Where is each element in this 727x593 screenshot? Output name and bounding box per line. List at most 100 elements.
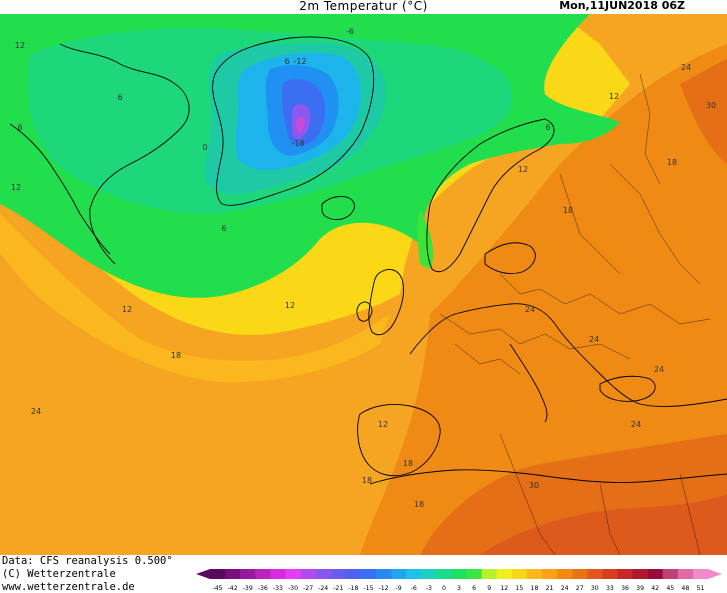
iceland-coast: [321, 196, 355, 220]
baltic-coast: [484, 242, 536, 275]
legend-tick-label: 33: [606, 585, 614, 592]
labrador-coast: [9, 123, 111, 255]
legend-color-swatch: [270, 569, 286, 579]
legend-tick-label: -3: [426, 585, 432, 592]
temperature-zone-minus21: [296, 116, 305, 133]
legend-color-swatch: [421, 569, 437, 579]
legend-tick-label: 0: [442, 585, 446, 592]
legend-color-swatch: [300, 569, 317, 579]
legend-min-arrow: [196, 569, 210, 579]
north-africa-coast: [369, 469, 727, 485]
legend-color-swatch: [526, 569, 543, 579]
website-link[interactable]: www.wetterzentrale.de: [2, 581, 135, 593]
temperature-zone-9: [417, 209, 434, 269]
temperature-zone-33: [480, 494, 727, 555]
contour-label: 30: [706, 101, 716, 110]
contour-label: 12: [285, 301, 295, 310]
legend-tick-label: -18: [348, 585, 358, 592]
legend-color-swatch: [240, 569, 256, 579]
legend-tick-label: -45: [212, 585, 222, 592]
legend-color-swatch: [466, 569, 483, 579]
contour-label: 12: [122, 305, 132, 314]
legend-tick-label: 18: [531, 585, 539, 592]
legend-color-swatch: [451, 569, 468, 579]
legend-color-swatch: [315, 569, 332, 579]
legend-max-arrow: [708, 569, 722, 579]
legend-color-swatch: [617, 569, 634, 579]
contour-label: -6: [346, 27, 354, 36]
legend-tick-label: 9: [487, 585, 491, 592]
legend-tick-label: -6: [411, 585, 417, 592]
legend-color-bar: [196, 569, 722, 579]
temperature-map: 12 -6 -12 6 6 6 0 -18 6 12 24 30 18 12 12 18 6 12 12 18 24 24…: [0, 14, 727, 555]
legend-color-swatch: [511, 569, 528, 579]
legend-tick-label: -30: [288, 585, 298, 592]
contour-label: 18: [414, 500, 424, 509]
legend-tick-label: 42: [651, 585, 659, 592]
contour-label: 12: [518, 165, 528, 174]
legend-color-swatch: [330, 569, 347, 579]
legend-color-swatch: [481, 569, 498, 579]
legend-tick-label: 24: [561, 585, 569, 592]
contour-label: 12: [15, 41, 25, 50]
legend-tick-label: -9: [396, 585, 402, 592]
coastlines: [9, 36, 727, 485]
map-title: 2m Temperatur (°C): [299, 0, 428, 13]
legend-color-swatch: [436, 569, 452, 579]
legend-tick-label: 27: [576, 585, 584, 592]
country-borders: [439, 73, 711, 555]
contour-label: 12: [11, 183, 21, 192]
black-sea-coast: [599, 375, 656, 402]
scandinavia-coast: [426, 118, 555, 273]
contour-label: 30: [529, 481, 539, 490]
contour-label: 18: [563, 206, 573, 215]
legend-color-swatch: [406, 569, 422, 579]
legend-color-swatch: [572, 569, 588, 579]
continental-europe-coast: [409, 303, 727, 407]
contour-label-layer: 12 -6 -12 6 6 6 0 -18 6 12 24 30 18 12 12 18 6 12 12 18 24 24…: [11, 27, 716, 509]
contour-label: 18: [667, 158, 677, 167]
legend-color-swatch: [692, 569, 709, 579]
legend-tick-label: 30: [591, 585, 599, 592]
contour-label: 0: [202, 143, 207, 152]
valid-time-label: Mon,11JUN2018 06Z: [559, 0, 685, 12]
legend-color-swatch: [557, 569, 573, 579]
legend-tick-label: -27: [303, 585, 313, 592]
legend-color-swatch: [391, 569, 407, 579]
legend-tick-label: 12: [500, 585, 508, 592]
legend-tick-labels: -45 -42 -39 -36 -33 -30 -27 -24 -21 -18 -15 -12 -9 -6…: [212, 585, 704, 592]
copyright-label: (C) Wetterzentrale: [2, 568, 116, 580]
ireland-coast: [356, 301, 373, 322]
legend-color-swatch: [647, 569, 664, 579]
contour-label: 12: [378, 420, 388, 429]
legend-color-swatch: [662, 569, 679, 579]
contour-label: 6: [17, 123, 22, 132]
contour-label: 12: [609, 92, 619, 101]
contour-label: 6: [117, 93, 122, 102]
legend-tick-label: 21: [546, 585, 554, 592]
contour-label: 6: [284, 57, 289, 66]
temperature-zone-east-hot: [680, 59, 727, 164]
legend-color-swatch: [496, 569, 513, 579]
legend-color-swatch: [602, 569, 618, 579]
legend-tick-label: 48: [681, 585, 689, 592]
data-source-label: Data: CFS reanalysis 0.500°: [2, 555, 173, 567]
contour-label: 6: [545, 123, 550, 132]
italy-coast: [509, 343, 548, 423]
legend-tick-label: 39: [636, 585, 644, 592]
contour-label: 24: [589, 335, 599, 344]
legend-color-swatch: [376, 569, 392, 579]
contour-label: 6: [221, 224, 226, 233]
legend-tick-label: 6: [472, 585, 476, 592]
legend-tick-label: 45: [666, 585, 674, 592]
legend-tick-label: -39: [243, 585, 253, 592]
contour-label: 18: [171, 351, 181, 360]
legend-color-swatch: [210, 569, 226, 579]
legend-tick-label: -15: [363, 585, 373, 592]
legend-tick-label: 3: [457, 585, 461, 592]
legend-color-swatch: [677, 569, 694, 579]
contour-label: 24: [31, 407, 41, 416]
legend-tick-label: 36: [621, 585, 629, 592]
legend-color-swatch: [360, 569, 377, 579]
